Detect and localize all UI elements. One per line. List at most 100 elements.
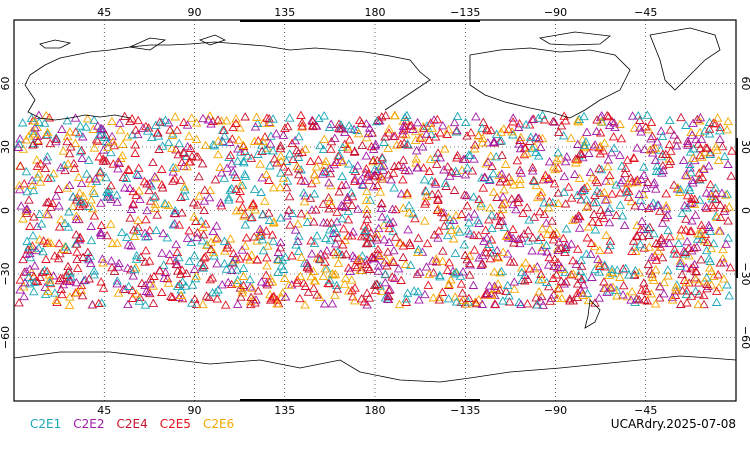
observation-triangle — [723, 233, 733, 242]
observation-triangle — [699, 236, 710, 245]
observation-triangle — [82, 113, 93, 123]
observation-triangle — [128, 199, 138, 208]
observation-triangle — [212, 233, 222, 242]
observation-triangle — [249, 136, 260, 145]
observation-triangle — [669, 180, 679, 189]
observation-triangle — [184, 157, 194, 166]
observation-triangle — [337, 213, 347, 223]
observation-triangle — [119, 183, 130, 192]
observation-triangle — [383, 169, 394, 179]
observation-triangle — [444, 279, 454, 288]
observation-triangle — [720, 190, 731, 199]
observation-triangle — [647, 131, 658, 140]
observation-triangle — [587, 272, 597, 281]
observation-triangle — [86, 221, 96, 230]
observation-triangle — [481, 158, 491, 168]
observation-triangle — [250, 298, 260, 307]
observation-triangle — [127, 293, 138, 302]
observation-triangle — [594, 267, 604, 276]
observation-triangle — [672, 249, 682, 258]
observation-triangle — [587, 172, 598, 182]
observation-triangle — [119, 111, 130, 121]
observation-triangle — [154, 144, 164, 153]
observation-triangle — [191, 271, 202, 280]
observation-triangle — [481, 247, 491, 257]
observation-triangle — [582, 127, 592, 136]
observation-triangle — [227, 134, 238, 143]
observation-triangle — [574, 173, 585, 182]
observation-triangle — [650, 155, 661, 165]
observation-triangle — [42, 129, 53, 139]
observation-triangle — [362, 209, 372, 218]
observation-triangle — [314, 113, 324, 123]
observation-triangle — [686, 291, 697, 300]
observation-triangle — [701, 142, 711, 152]
observation-triangle — [131, 254, 142, 263]
observation-triangle — [549, 178, 560, 188]
observation-triangle — [575, 266, 586, 276]
observation-triangle — [500, 159, 511, 168]
observation-triangle — [556, 120, 567, 130]
observation-triangle — [437, 287, 448, 296]
observation-triangle — [113, 262, 124, 271]
observation-triangle — [131, 125, 141, 134]
observation-triangle — [462, 163, 473, 172]
observation-triangle — [295, 271, 306, 281]
observation-triangle — [536, 296, 546, 305]
observation-triangle — [288, 154, 298, 164]
observation-triangle — [389, 245, 399, 255]
observation-triangle — [325, 196, 335, 205]
observation-triangle — [590, 190, 600, 199]
observation-triangle — [549, 261, 559, 270]
observation-triangle — [213, 136, 223, 145]
observation-triangle — [606, 147, 617, 157]
observation-triangle — [24, 195, 34, 204]
observation-triangle — [390, 232, 401, 241]
observation-triangle — [558, 233, 569, 243]
observation-triangle — [722, 280, 732, 289]
observation-triangle — [708, 118, 719, 127]
observation-triangle — [481, 289, 492, 298]
observation-triangle — [636, 201, 647, 210]
observation-triangle — [562, 152, 572, 161]
observation-triangle — [439, 221, 450, 230]
observation-triangle — [648, 144, 658, 153]
axis-labels: 45459090135135180180−135−135−90−90−45−45… — [0, 6, 750, 417]
observation-triangle — [198, 263, 209, 272]
observation-triangle — [41, 254, 51, 263]
observation-triangle — [273, 254, 284, 263]
observation-triangle — [464, 217, 474, 227]
observation-triangle — [246, 213, 256, 222]
observation-triangle — [231, 172, 242, 181]
observation-triangle — [695, 127, 705, 137]
observation-triangle — [77, 153, 87, 162]
observation-triangle — [493, 220, 504, 229]
observation-triangle — [474, 230, 484, 240]
observation-triangle — [404, 200, 414, 210]
observation-triangle — [380, 277, 391, 287]
observation-triangle — [412, 269, 423, 278]
observation-triangle — [502, 280, 513, 290]
observation-triangle — [376, 198, 387, 207]
observation-triangle — [384, 237, 394, 246]
observation-triangle — [133, 215, 143, 225]
observation-triangle — [536, 274, 547, 284]
observation-triangle — [83, 247, 93, 256]
observation-triangle — [225, 185, 235, 194]
observation-triangle — [692, 242, 702, 251]
observation-triangle — [417, 142, 428, 151]
left-lat-label: 60 — [0, 77, 12, 91]
right-lat-label: 30 — [739, 140, 750, 154]
observation-triangle — [461, 190, 472, 200]
observation-triangle — [21, 166, 32, 176]
observation-triangle — [198, 229, 209, 239]
observation-triangle — [619, 220, 630, 230]
observation-triangle — [145, 225, 155, 235]
observation-triangle — [258, 136, 268, 146]
observation-triangle — [383, 247, 393, 256]
observation-triangle — [508, 113, 518, 122]
observation-triangle — [250, 205, 260, 214]
observation-triangle — [398, 155, 409, 164]
observation-triangle — [329, 223, 339, 232]
observation-triangle — [519, 229, 529, 238]
